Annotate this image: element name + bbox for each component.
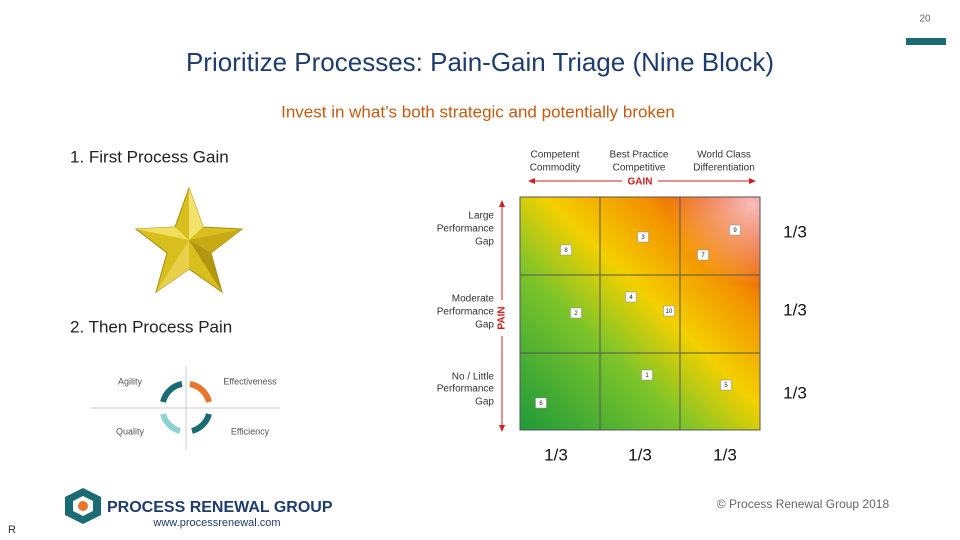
grid-lines	[519, 196, 761, 431]
row-header: Gap	[475, 397, 494, 408]
row-header: Gap	[475, 320, 494, 331]
item-box	[570, 307, 582, 319]
row-fraction: 1/3	[783, 222, 807, 241]
cycle-label: Agility	[118, 376, 143, 386]
corner-mark: R	[8, 524, 16, 536]
item-label: 10	[666, 309, 673, 315]
title: Prioritize Processes: Pain-Gain Triage (…	[186, 47, 774, 77]
website: www.processrenewal.com	[152, 517, 280, 529]
row-header: No / Little	[452, 372, 495, 383]
subtitle: Invest in what’s both strategic and pote…	[281, 102, 675, 121]
item-label: 6	[539, 401, 543, 407]
row-fraction: 1/3	[783, 300, 807, 319]
item-box	[663, 305, 675, 317]
column-header: Differentiation	[693, 163, 755, 174]
column-header: World Class	[697, 150, 751, 161]
item-box	[697, 249, 709, 261]
copyright: © Process Renewal Group 2018	[717, 497, 890, 511]
logo-mark	[65, 488, 101, 524]
cycle-label: Quality	[116, 426, 145, 436]
cycle-icon	[90, 366, 280, 450]
step: 2. Then Process Pain	[70, 317, 232, 336]
column-fraction: 1/3	[628, 445, 652, 464]
item-label: 9	[733, 228, 737, 234]
item-box	[720, 379, 732, 391]
column-fraction: 1/3	[713, 445, 737, 464]
logo-text: PROCESS RENEWAL GROUP	[107, 499, 333, 516]
row-header: Moderate	[452, 294, 495, 305]
column-header: Competitive	[613, 163, 666, 174]
step: 1. First Process Gain	[70, 147, 229, 166]
page-number: 20	[919, 14, 931, 25]
cycle-label: Efficiency	[231, 426, 270, 436]
column-header: Commodity	[530, 163, 581, 174]
row-header: Performance	[437, 224, 495, 235]
item-label: 1	[645, 373, 649, 379]
item-box	[729, 224, 741, 236]
item-label: 4	[629, 295, 633, 301]
row-fraction: 1/3	[783, 383, 807, 402]
axis-label-bg	[622, 175, 658, 187]
pain-label: PAIN	[497, 306, 508, 329]
item-box	[637, 231, 649, 243]
star-icon	[134, 186, 244, 294]
item-box	[625, 291, 637, 303]
row-header: Gap	[475, 237, 494, 248]
axis-label-bg	[496, 300, 508, 336]
item-label: 5	[724, 383, 728, 389]
cycle-label: Effectiveness	[223, 376, 277, 386]
column-fraction: 1/3	[544, 445, 568, 464]
item-label: 7	[701, 253, 705, 259]
item-label: 2	[574, 311, 578, 317]
column-header: Best Practice	[610, 150, 669, 161]
page-number-bar	[906, 38, 946, 45]
item-label: 8	[564, 248, 568, 254]
row-header: Large	[468, 211, 494, 222]
item-box	[641, 369, 653, 381]
gain-label: GAIN	[628, 177, 653, 188]
item-box	[535, 397, 547, 409]
column-header: Competent	[531, 150, 580, 161]
row-header: Performance	[437, 307, 495, 318]
row-header: Performance	[437, 384, 495, 395]
item-label: 3	[641, 235, 645, 241]
process-items: 8 3 9 7 4 10 2 1 5 6	[535, 224, 741, 409]
item-box	[560, 244, 572, 256]
